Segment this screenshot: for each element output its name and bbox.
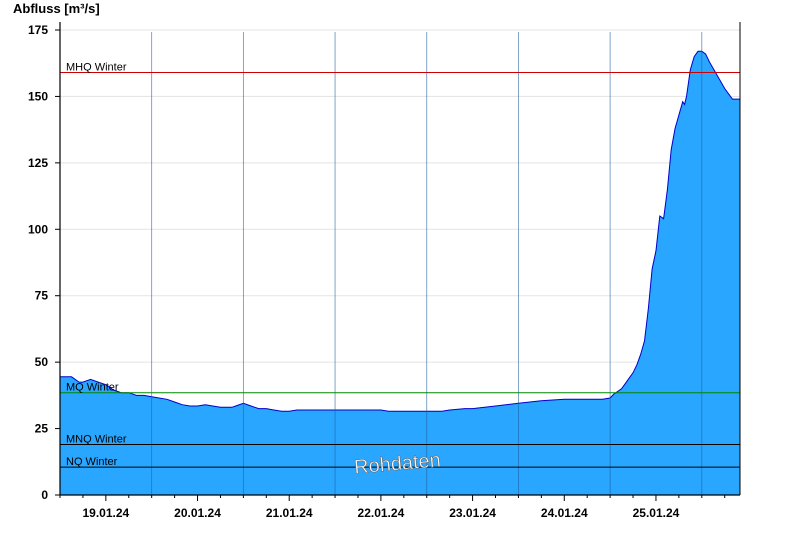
y-tick-label-25: 25 xyxy=(35,422,49,436)
reference-label-2: MQ Winter xyxy=(66,382,119,394)
y-tick-label-125: 125 xyxy=(28,156,48,170)
y-tick-label-0: 0 xyxy=(41,488,48,502)
x-tick-label-2: 20.01.24 xyxy=(174,506,221,520)
y-tick-label-50: 50 xyxy=(35,355,49,369)
y-tick-label-150: 150 xyxy=(28,89,48,103)
reference-label-4: NQ Winter xyxy=(66,456,118,468)
x-tick-label-6: 24.01.24 xyxy=(541,506,588,520)
discharge-area xyxy=(60,50,740,496)
x-tick-label-1: 19.01.24 xyxy=(82,506,129,520)
reference-label-3: MNQ Winter xyxy=(66,434,127,446)
x-tick-label-7: 25.01.24 xyxy=(633,506,680,520)
y-tick-label-100: 100 xyxy=(28,222,48,236)
x-tick-label-3: 21.01.24 xyxy=(266,506,313,520)
discharge-fill xyxy=(60,51,740,496)
x-tick-label-4: 22.01.24 xyxy=(358,506,405,520)
y-tick-label-75: 75 xyxy=(35,289,49,303)
discharge-line xyxy=(60,50,740,412)
x-tick-label-5: 23.01.24 xyxy=(449,506,496,520)
y-axis-label: Abfluss [m³/s] xyxy=(13,1,100,16)
x-ticks: 19.01.24 20.01.24 21.01.24 22.01.24 23.01.24… xyxy=(59,495,726,520)
reference-label-1: MHQ Winter xyxy=(66,62,127,74)
reference-lines: MHQ Winter MQ Winter MNQ Winter NQ Winter xyxy=(60,62,740,468)
y-ticks: 0 25 50 75 100 125 150 175 xyxy=(28,23,60,502)
axes xyxy=(59,22,741,496)
day-separators xyxy=(151,32,703,495)
y-tick-label-175: 175 xyxy=(28,23,48,37)
